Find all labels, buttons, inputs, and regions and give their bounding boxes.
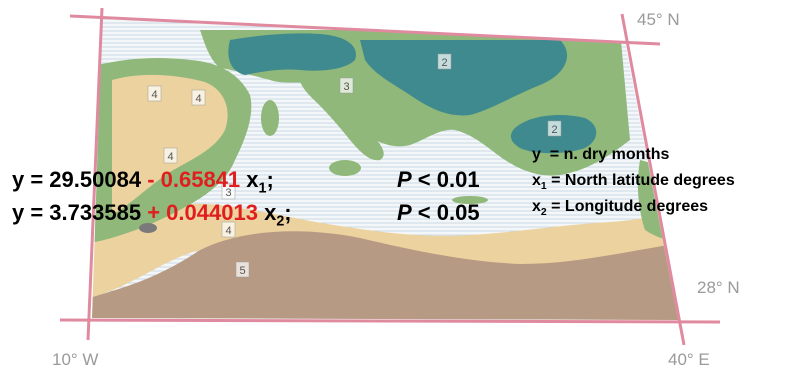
equation-p-value: P < 0.01	[397, 167, 480, 193]
zone-label: 3	[343, 81, 349, 93]
zone-4-area-iberia	[112, 74, 228, 216]
coord-label-28n: 28° N	[697, 278, 740, 297]
zone-label: 3	[225, 187, 231, 199]
legend-subscript: 1	[540, 181, 547, 193]
zone-label: 4	[195, 93, 201, 105]
island-sardinia	[261, 100, 279, 136]
legend-text: = n. dry months	[540, 146, 670, 163]
legend-variable: x	[532, 172, 541, 189]
equation-coefficient: + 0.044013	[147, 200, 258, 225]
zone-label: 4	[225, 225, 231, 237]
p-relation: < 0.05	[411, 200, 480, 225]
equation-coefficient: - 0.65841	[147, 167, 241, 192]
zone-label: 2	[551, 124, 557, 136]
equation-lhs: y = 29.50084	[12, 167, 142, 192]
equation-2: y = 3.733585 + 0.044013 x2; P < 0.05	[12, 200, 480, 230]
legend-subscript: 2	[540, 207, 547, 219]
legend-text: = North latitude degrees	[546, 172, 735, 189]
zone-label: 4	[151, 89, 157, 101]
zone-label: 2	[441, 57, 447, 69]
zone-label-box: 2	[547, 120, 562, 137]
zone-2-area-balkans	[360, 40, 568, 116]
zone-4-spot	[175, 89, 195, 103]
p-relation: < 0.01	[411, 167, 480, 192]
equation-p-value: P < 0.05	[397, 200, 480, 226]
equation-tail: ;	[284, 200, 292, 225]
zone-label: 5	[239, 265, 245, 277]
equation-lhs: y = 3.733585	[12, 200, 142, 225]
zone-label-box: 3	[221, 183, 236, 200]
equation-subscript: 2	[276, 213, 285, 230]
island-sicily	[329, 160, 361, 176]
zone-label-box: 4	[163, 147, 178, 164]
equation-subscript: 1	[258, 180, 267, 197]
zone-2-area-alps	[228, 33, 356, 75]
equation-tail: ;	[266, 167, 274, 192]
coord-label-10w: 10° W	[52, 350, 99, 369]
legend-item-y: y = n. dry months	[532, 146, 669, 166]
p-label: P	[397, 200, 412, 225]
equation-variable: x	[264, 200, 277, 225]
zone-label-box: 4	[147, 85, 162, 102]
p-label: P	[397, 167, 412, 192]
zone-3-area-italy	[298, 70, 384, 161]
zone-labels: 2 2 3 3 4 4 4 4	[147, 53, 562, 278]
legend-variable: x	[532, 198, 541, 215]
coord-label-40e: 40° E	[668, 350, 710, 369]
zone-label-box: 3	[339, 77, 354, 94]
zone-label: 4	[167, 151, 173, 163]
zone-label-box: 4	[191, 89, 206, 106]
map-frame	[59, 7, 721, 346]
zone-label-box: 4	[221, 221, 236, 238]
zone-5-area	[92, 228, 678, 320]
dark-spot	[139, 223, 157, 233]
zone-label-box: 5	[235, 261, 250, 278]
coord-label-45n: 45° N	[637, 10, 680, 29]
island-crete	[452, 196, 488, 204]
zone-label-box: 2	[437, 53, 452, 70]
equation-variable: x	[246, 167, 259, 192]
legend-text: = Longitude degrees	[546, 198, 709, 215]
legend-item-x1: x1 = North latitude degrees	[532, 172, 735, 192]
legend-item-x2: x2 = Longitude degrees	[532, 198, 708, 218]
legend-variable: y	[532, 146, 541, 163]
equation-1: y = 29.50084 - 0.65841 x1; P < 0.01	[12, 167, 480, 197]
